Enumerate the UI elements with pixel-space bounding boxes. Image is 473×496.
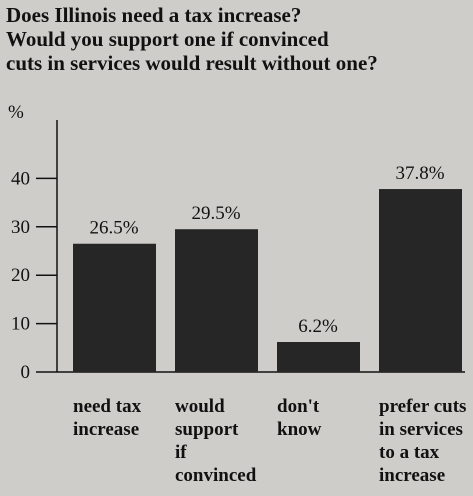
x-tick-label: prefer cuts in services to a tax increase [379,396,466,486]
chart-title: Does Illinois need a tax increase? Would … [6,3,378,75]
value-label: 26.5% [89,218,138,239]
y-tick-label: 20 [11,265,30,286]
x-tick-label: don't know [277,396,322,440]
value-label: 37.8% [395,163,444,184]
y-axis-label: % [8,102,24,123]
x-tick-label: would support if convinced [175,396,257,486]
bar [277,341,360,372]
y-tick-label: 30 [11,217,30,238]
bar [379,189,462,372]
y-tick-label: 0 [21,362,31,383]
y-tick-label: 10 [11,314,30,335]
x-tick-label: need tax increase [73,396,142,440]
bar [73,243,156,372]
y-tick-label: 40 [11,168,30,189]
bar [175,229,258,372]
value-label: 29.5% [191,203,240,224]
value-label: 6.2% [298,316,338,337]
